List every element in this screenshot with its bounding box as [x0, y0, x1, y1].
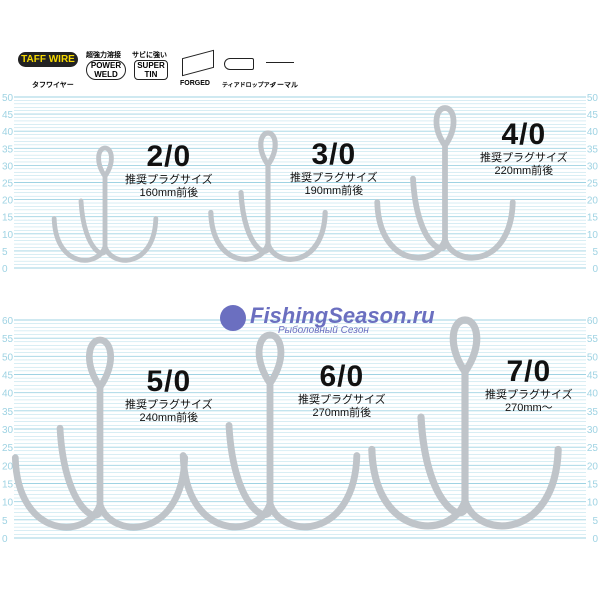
bottom-scale-tick-label: 5: [2, 516, 8, 527]
power-weld-top: 超強力溶接: [86, 52, 121, 59]
bottom-scale-tick-label: 10: [587, 498, 599, 509]
top-scale-tick-label: 10: [2, 230, 14, 241]
hook-size-7-0: 7/0 推奨プラグサイズ 270mm～: [485, 355, 573, 414]
bottom-scale-tick-label: 30: [587, 425, 599, 436]
bottom-scale-tick-label: 25: [2, 443, 14, 454]
bottom-scale-tick-label: 20: [587, 461, 599, 472]
top-scale-tick-label: 35: [587, 144, 599, 155]
size-label: 2/0: [146, 140, 192, 173]
plug-size: 270mm～: [504, 402, 553, 414]
size-label: 5/0: [146, 365, 192, 398]
hook-size-2-0: 2/0 推奨プラグサイズ 160mm前後: [125, 140, 213, 199]
power-weld-badge: POWER WELD: [86, 60, 126, 80]
watermark-title: FishingSeason.ru: [250, 303, 435, 328]
bottom-scale-tick-label: 60: [2, 316, 14, 327]
teardrop-eye-label: ティアドロップアイ: [222, 83, 276, 89]
top-scale-tick-label: 30: [587, 161, 599, 172]
super-tin-top: サビに強い: [132, 52, 167, 59]
hook-2-0: [51, 145, 159, 263]
taff-wire-sub: タフワイヤー: [32, 82, 74, 89]
hook-3-0: [208, 130, 328, 262]
top-scale-tick-label: 40: [587, 127, 599, 138]
normal-eye-icon: [266, 62, 294, 63]
hook-size-6-0: 6/0 推奨プラグサイズ 270mm前後: [298, 360, 386, 419]
forged-label: FORGED: [180, 80, 210, 87]
size-label: 7/0: [506, 355, 552, 388]
hook-6-0: [179, 331, 361, 531]
top-scale-tick-label: 5: [2, 247, 8, 258]
bottom-scale-tick-label: 0: [592, 534, 598, 545]
teardrop-eye-icon: [224, 58, 254, 70]
bottom-scale-tick-label: 55: [2, 334, 14, 345]
top-scale-tick-label: 50: [2, 93, 14, 104]
bottom-scale-tick-label: 15: [587, 480, 599, 491]
top-scale-tick-label: 20: [587, 196, 599, 207]
bottom-scale-tick-label: 60: [587, 316, 599, 327]
hook-size-4-0: 4/0 推奨プラグサイズ 220mm前後: [480, 118, 568, 177]
normal-eye-label: ノーマル: [270, 82, 298, 89]
super-tin-badge: SUPER TIN: [134, 60, 168, 80]
bottom-scale-tick-label: 10: [2, 498, 14, 509]
top-scale-tick-label: 10: [587, 230, 599, 241]
bottom-scale-tick-label: 40: [2, 389, 14, 400]
plug-size: 270mm前後: [312, 407, 372, 419]
bottom-scale-tick-label: 5: [592, 516, 598, 527]
watermark: FishingSeason.ru Рыболовный Сезон: [220, 303, 435, 336]
bottom-scale-tick-label: 45: [2, 371, 14, 382]
top-scale-tick-label: 30: [2, 161, 14, 172]
plug-size: 240mm前後: [139, 412, 199, 424]
top-scale-tick-label: 25: [2, 179, 14, 190]
top-scale-tick-label: 0: [2, 264, 8, 275]
bottom-scale-tick-label: 15: [2, 480, 14, 491]
top-scale-tick-label: 20: [2, 196, 14, 207]
size-label: 4/0: [501, 118, 547, 151]
size-label: 3/0: [311, 138, 357, 171]
plug-size: 220mm前後: [494, 165, 554, 177]
plug-size: 160mm前後: [139, 187, 199, 199]
hook-7-0: [368, 316, 562, 530]
plug-size: 190mm前後: [304, 185, 364, 197]
feature-badges: TAFF WIRE タフワイヤー 超強力溶接 POWER WELD サビに強い …: [18, 49, 308, 90]
bottom-scale-tick-label: 20: [2, 461, 14, 472]
bottom-scale-tick-label: 35: [2, 407, 14, 418]
bottom-scale-tick-label: 50: [587, 352, 599, 363]
watermark-subtitle: Рыболовный Сезон: [278, 325, 369, 336]
top-scale-tick-label: 40: [2, 127, 14, 138]
bottom-scale-tick-label: 50: [2, 352, 14, 363]
top-scale-tick-label: 35: [2, 144, 14, 155]
top-scale-tick-label: 25: [587, 179, 599, 190]
hook-5-0: [11, 336, 189, 531]
taff-wire-logo: TAFF WIRE: [18, 52, 78, 67]
top-scale-tick-label: 45: [587, 110, 599, 121]
bottom-scale-tick-label: 30: [2, 425, 14, 436]
size-label: 6/0: [319, 360, 365, 393]
bottom-scale-tick-label: 0: [2, 534, 8, 545]
top-scale-tick-label: 5: [592, 247, 598, 258]
top-scale-tick-label: 15: [587, 213, 599, 224]
bottom-scale-tick-label: 45: [587, 371, 599, 382]
bottom-scale-tick-label: 40: [587, 389, 599, 400]
hook-size-3-0: 3/0 推奨プラグサイズ 190mm前後: [290, 138, 378, 197]
top-scale-tick-label: 15: [2, 213, 14, 224]
hook-4-0: [374, 105, 516, 261]
bottom-scale-tick-label: 25: [587, 443, 599, 454]
hook-size-5-0: 5/0 推奨プラグサイズ 240mm前後: [125, 365, 213, 424]
bottom-scale-tick-label: 55: [587, 334, 599, 345]
top-scale-tick-label: 45: [2, 110, 14, 121]
bottom-scale-tick-label: 35: [587, 407, 599, 418]
globe-icon: [220, 305, 246, 331]
top-scale-tick-label: 50: [587, 93, 599, 104]
top-scale-tick-label: 0: [592, 264, 598, 275]
